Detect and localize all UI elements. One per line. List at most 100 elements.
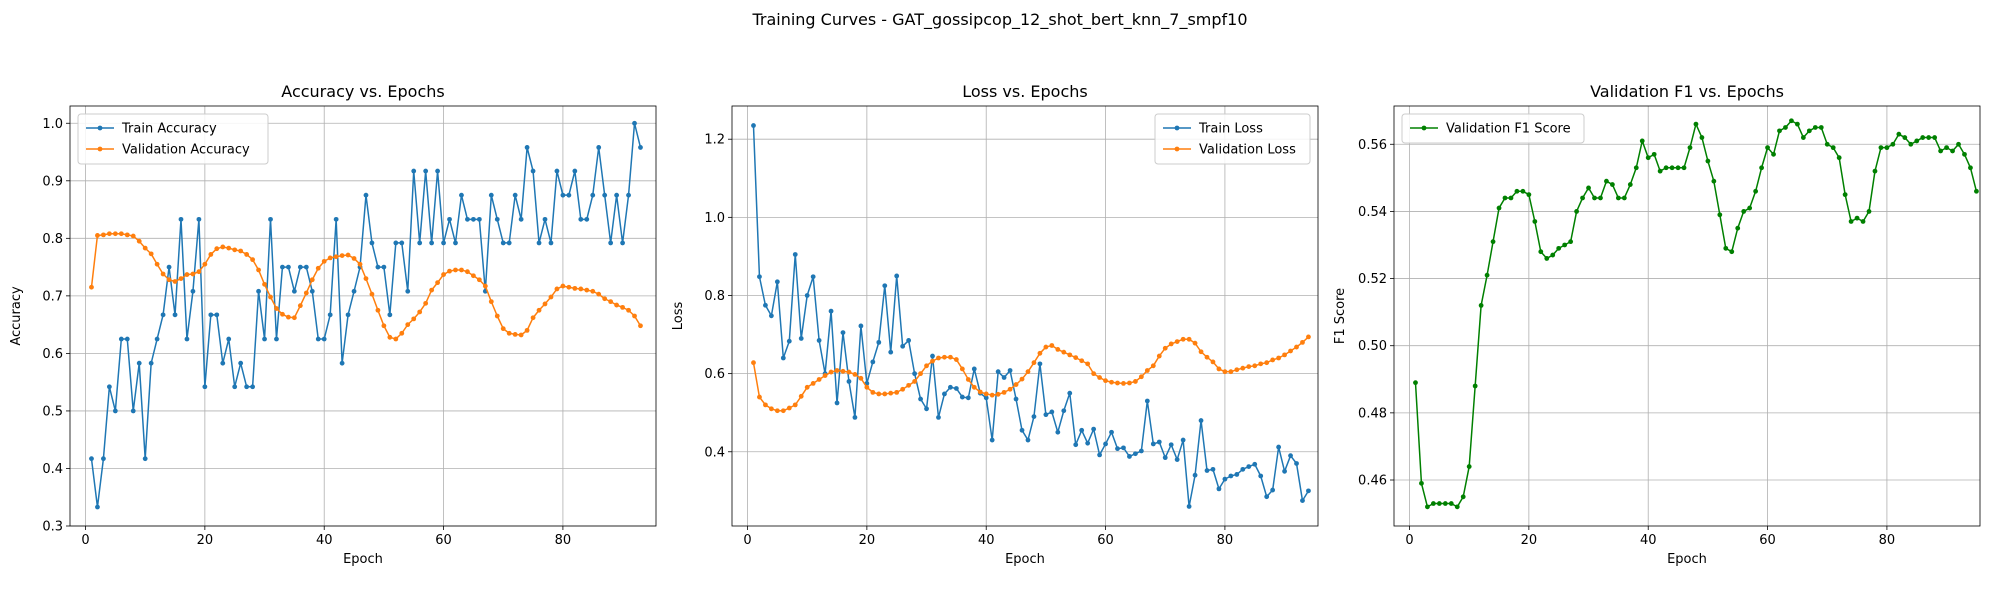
chart-2-series-1-point-85: [1252, 461, 1258, 467]
chart-2-series-2-point-6: [780, 408, 786, 414]
chart-1-series-1-point-56: [417, 240, 423, 246]
chart-1-series-1-point-83: [578, 216, 584, 222]
chart-3-series-1-point-95: [1974, 188, 1979, 194]
chart-1-series-2-point-63: [459, 267, 464, 273]
chart-1-series-1-point-19: [196, 216, 202, 222]
chart-2-series-1-point-67: [1144, 398, 1150, 404]
chart-1-series-2-point-78: [548, 294, 554, 300]
chart-3-series-1-point-54: [1729, 249, 1735, 255]
chart-2-series-2-point-46: [1019, 376, 1025, 382]
chart-3-series-1-point-82: [1896, 131, 1902, 137]
chart-3-series-1-point-25: [1556, 245, 1562, 251]
chart-1-series-2-point-11: [148, 251, 154, 257]
chart-panels: Accuracy vs. Epochs 0 20 40 60 80 0.3 0.4 0.5 0.6…: [9, 82, 1981, 567]
chart-1-series-1-point-79: [554, 168, 560, 174]
chart-1-xtick-label-1: 20: [197, 533, 214, 548]
chart-1-axes-frame: [69, 105, 657, 527]
chart-2-series-2-point-9: [798, 393, 804, 399]
chart-1-series-2-point-23: [220, 244, 226, 250]
chart-3-series-1-point-41: [1651, 151, 1657, 157]
chart-1-series-1-point-76: [536, 240, 542, 246]
chart-2-series-2-point-47: [1025, 369, 1031, 375]
chart-1-series-1-point-51: [387, 312, 393, 318]
chart-2-series-2-point-60: [1103, 378, 1108, 384]
chart-2-series-2-point-49: [1037, 350, 1043, 356]
chart-2-series-2-point-7: [786, 405, 792, 411]
chart-1-series-2-point-14: [166, 277, 172, 283]
chart-3-series-1-point-43: [1663, 165, 1669, 171]
chart-3-series-1-point-33: [1604, 178, 1609, 184]
chart-2-series-1-point-30: [924, 406, 929, 412]
chart-3-series-1-point-74: [1848, 219, 1854, 224]
chart-2-series-1-point-36: [959, 394, 965, 400]
chart-1-series-1-point-57: [423, 168, 429, 174]
chart-1-series-2-point-44: [345, 252, 351, 258]
chart-1-series-1-point-55: [411, 168, 417, 174]
chart-2-xtick-label-1: 20: [859, 533, 876, 548]
chart-1-series-1-point-37: [303, 264, 309, 270]
chart-1-series-2-point-66: [476, 277, 482, 283]
chart-2-series-1-point-24: [888, 349, 894, 355]
chart-2-series-1-point-54: [1067, 390, 1073, 396]
chart-1-series-1-point-62: [453, 240, 458, 246]
chart-1-series-2-point-72: [512, 332, 518, 337]
chart-1-series-1-point-1: [89, 456, 94, 462]
chart-1-series-2-point-37: [303, 290, 309, 296]
chart-2-series-2-point-42: [995, 391, 1001, 397]
chart-2-series-1-point-48: [1031, 414, 1037, 419]
chart-3-series-1-point-22: [1538, 249, 1544, 255]
chart-1-series-1-point-70: [500, 240, 506, 246]
chart-3-series-1-point-11: [1472, 383, 1478, 389]
chart-2-series-2-point-33: [942, 354, 947, 360]
chart-1-series-2-point-3: [101, 232, 106, 238]
chart-2-series-2-point-86: [1258, 361, 1264, 367]
chart-1-title: Accuracy vs. Epochs: [281, 82, 444, 101]
chart-3-series-1-point-73: [1842, 192, 1848, 198]
chart-1-series-1-point-30: [262, 336, 267, 342]
chart-2-series-2-point-5: [774, 408, 780, 414]
chart-1-series-1-point-10: [142, 456, 148, 462]
chart-1-ytick-label-7: 1.0: [42, 117, 63, 132]
chart-2-series-2-point-69: [1156, 353, 1162, 359]
chart-2-series-1-point-10: [804, 293, 810, 298]
chart-1-ytick-label-3: 0.6: [42, 347, 63, 362]
chart-3-xlabel: Epoch: [1667, 552, 1707, 567]
figure-suptitle: Training Curves - GAT_gossipcop_12_shot_…: [751, 10, 1247, 30]
chart-3-series-1-point-80: [1884, 145, 1890, 151]
chart-3-series-1-point-46: [1681, 165, 1687, 171]
chart-1-series-1-point-36: [297, 264, 303, 270]
chart-1-series-1-point-28: [250, 384, 256, 390]
chart-2-series-2-point-54: [1067, 352, 1073, 358]
chart-3-series-1-point-59: [1759, 165, 1764, 171]
chart-1-series-1-point-90: [620, 240, 625, 246]
chart-1-series-2-point-81: [566, 284, 572, 290]
chart-3-series-1-point-44: [1669, 165, 1675, 171]
chart-1-series-2-point-65: [471, 273, 476, 279]
chart-3-series-1-point-94: [1968, 165, 1973, 171]
chart-3-series-1-point-52: [1717, 212, 1723, 218]
chart-3-series-1-point-81: [1890, 141, 1896, 147]
chart-2-series-1-point-91: [1288, 453, 1293, 459]
chart-1-series-1-point-60: [441, 240, 446, 246]
chart-2-series-2-point-85: [1252, 363, 1258, 369]
chart-2-series-2-point-82: [1234, 367, 1240, 373]
chart-3-xtick-label-4: 80: [1879, 533, 1896, 548]
chart-1-series-2-point-18: [190, 271, 196, 277]
chart-1-series-1-point-89: [614, 192, 620, 198]
chart-2-series-1-point-7: [786, 338, 792, 344]
chart-1-legend: Train Accuracy Validation Accuracy: [77, 113, 269, 165]
chart-2-series-1-point-1: [751, 123, 756, 128]
chart-1-series-1-point-7: [124, 336, 130, 342]
chart-3-series-1-point-2: [1419, 480, 1424, 486]
chart-3-series-1-point-37: [1627, 182, 1633, 187]
chart-1-series-1-point-13: [160, 312, 166, 318]
chart-1-series-1-point-29: [256, 288, 261, 294]
chart-2-series-2-point-37: [965, 377, 971, 382]
chart-1-series-2-point-2: [95, 233, 100, 238]
chart-3-series-1-point-86: [1920, 135, 1926, 140]
chart-1-series-1-point-32: [274, 336, 279, 342]
chart-1-series-1-point-75: [530, 168, 536, 174]
chart-3-series-1-point-18: [1514, 188, 1520, 194]
chart-3-series-1-point-71: [1830, 145, 1836, 151]
